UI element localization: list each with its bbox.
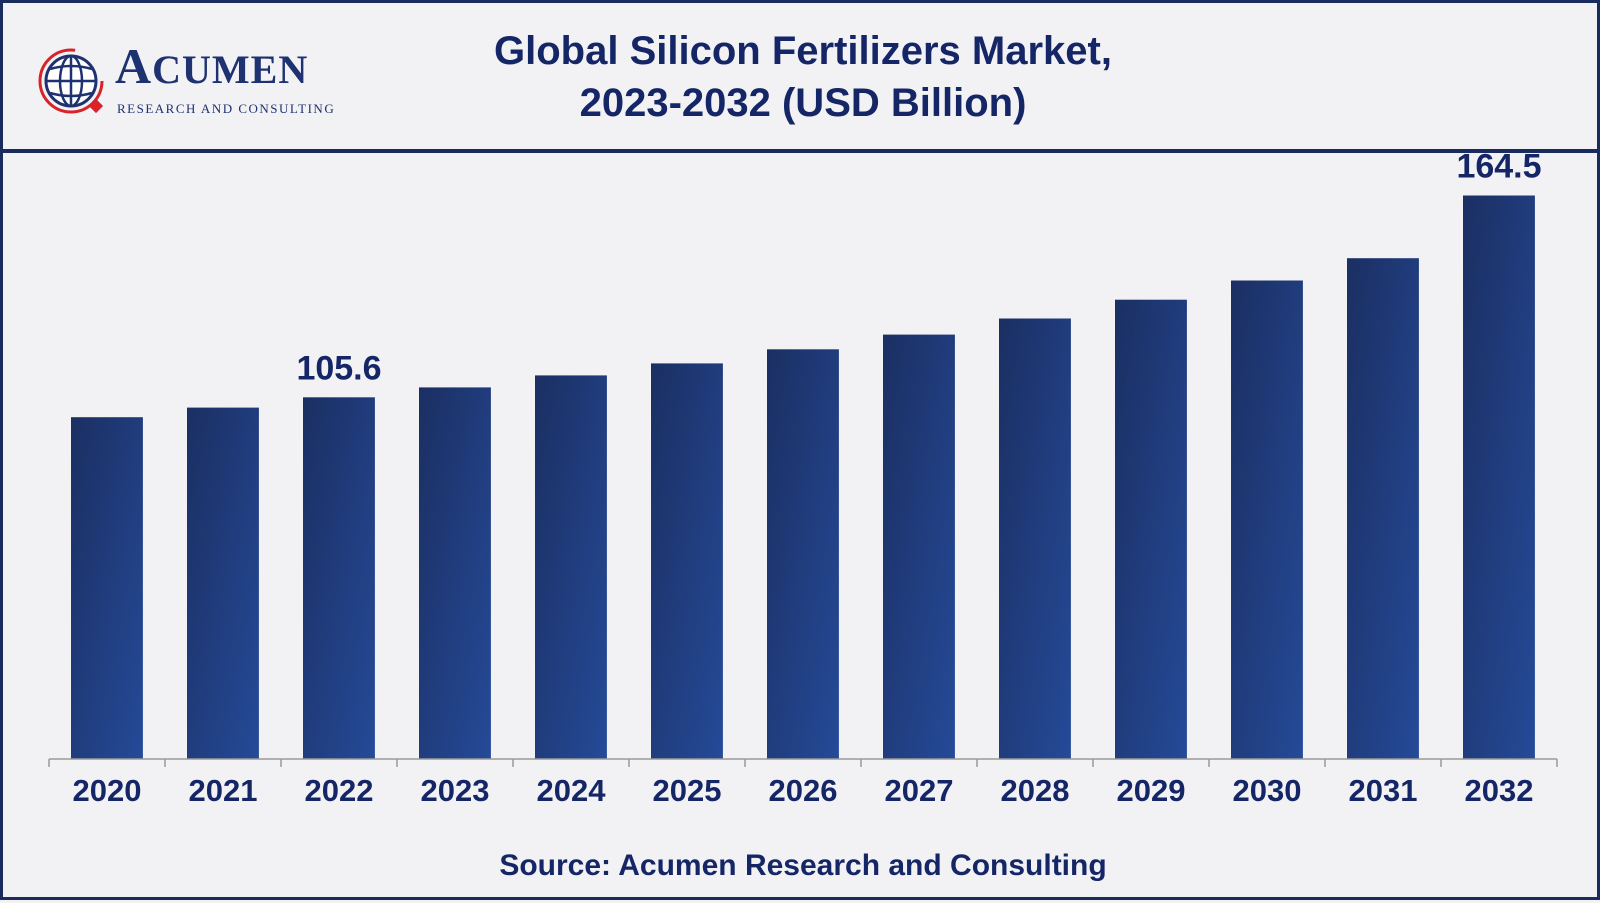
data-label-2022: 105.6 [296, 349, 381, 387]
bar-2026 [767, 349, 839, 759]
globe-logo-icon [38, 48, 104, 114]
source-note: Source: Acumen Research and Consulting [499, 849, 1107, 882]
bar-2025 [651, 363, 723, 759]
x-tick-label-2027: 2027 [885, 773, 954, 808]
bar-2031 [1347, 258, 1419, 759]
acumen-logo: ACUMEN RESEARCH AND CONSULTING [35, 39, 365, 119]
x-tick-label-2032: 2032 [1465, 773, 1534, 808]
bar-2020 [71, 417, 143, 759]
bar-chart: 2020 2021 2022 2023 2024 2025 2026 2027 2028 2029… [48, 148, 1558, 808]
brand-tagline: RESEARCH AND CONSULTING [117, 101, 336, 116]
x-tick-label-2031: 2031 [1349, 773, 1418, 808]
bar-2030 [1231, 280, 1303, 759]
bar-2021 [187, 407, 259, 759]
bar-2022 [303, 397, 375, 759]
x-tick-label-2020: 2020 [73, 773, 142, 808]
x-tick-label-2026: 2026 [769, 773, 838, 808]
chart-title-line-2: 2023-2032 (USD Billion) [579, 81, 1027, 125]
data-label-2032: 164.5 [1456, 148, 1541, 186]
bar-2023 [419, 387, 491, 759]
x-tick-label-2029: 2029 [1117, 773, 1186, 808]
header: ACUMEN RESEARCH AND CONSULTING Global Si… [3, 3, 1597, 153]
x-tick-label-2030: 2030 [1233, 773, 1302, 808]
x-tick-label-2028: 2028 [1001, 773, 1070, 808]
bar-2024 [535, 375, 607, 759]
bar-2032 [1463, 195, 1535, 759]
x-tick-label-2024: 2024 [537, 773, 607, 808]
x-tick-label-2021: 2021 [189, 773, 258, 808]
x-tick-label-2022: 2022 [305, 773, 374, 808]
x-tick-label-2025: 2025 [653, 773, 722, 808]
x-tick-label-2023: 2023 [421, 773, 490, 808]
chart-title: Global Silicon Fertilizers Market, 2023-… [393, 25, 1213, 129]
bar-2029 [1115, 299, 1187, 759]
bar-2028 [999, 318, 1071, 759]
bar-2027 [883, 334, 955, 759]
brand-name: ACUMEN [115, 38, 309, 94]
chart-title-line-1: Global Silicon Fertilizers Market, [494, 29, 1112, 73]
